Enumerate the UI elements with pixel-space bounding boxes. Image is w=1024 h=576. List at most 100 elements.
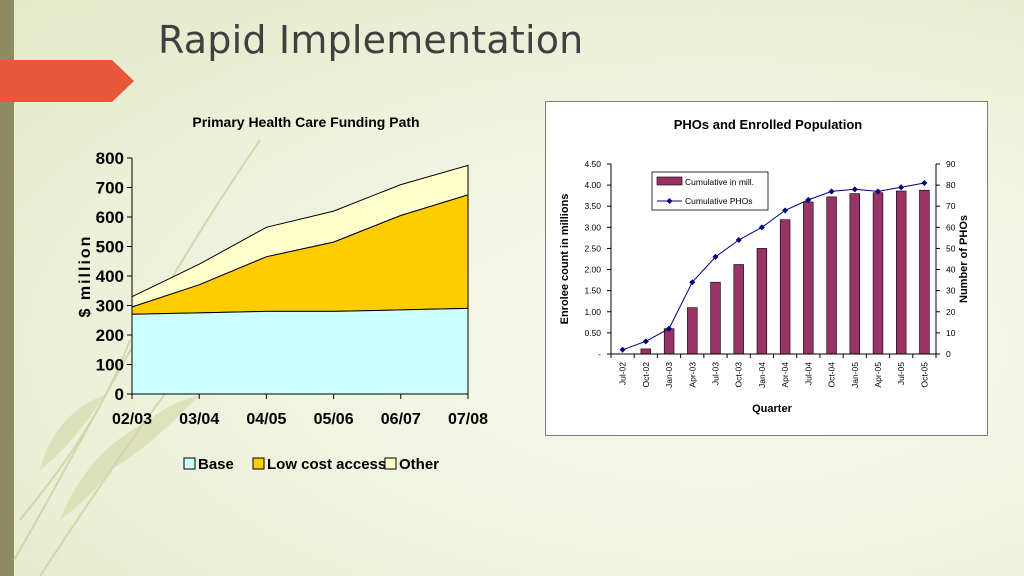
pho-count-point — [851, 186, 858, 193]
right-right-tick-label: 50 — [946, 243, 956, 253]
pho-count-point — [898, 184, 905, 191]
right-right-tick-label: 30 — [946, 286, 956, 296]
right-chart-title: PHOs and Enrolled Population — [674, 117, 863, 132]
pho-count-point — [666, 325, 673, 332]
enrolee-bar — [687, 307, 698, 355]
right-x-tick-label: Jul-04 — [803, 362, 813, 385]
pho-count-point — [782, 207, 789, 214]
right-x-tick-label: Oct-03 — [734, 362, 744, 388]
accent-arrow-shape — [0, 60, 134, 102]
area-series-1 — [131, 194, 469, 315]
pho-count-point — [642, 338, 649, 345]
pho-count-point — [735, 237, 742, 243]
right-x-tick-label: Apr-05 — [873, 362, 883, 388]
right-left-tick-label: 4.00 — [584, 180, 601, 190]
right-right-tick-label: 10 — [946, 328, 956, 338]
right-y2-axis-label: Number of PHOs — [958, 215, 970, 303]
enrolee-bar — [849, 193, 860, 355]
enrolee-bar — [733, 264, 744, 355]
left-x-tick-label: 04/05 — [246, 411, 286, 428]
right-left-tick-label: 3.50 — [584, 201, 601, 211]
left-y-tick-label: 800 — [96, 149, 124, 168]
left-legend-swatch-0 — [183, 457, 196, 470]
pho-count-line — [622, 182, 925, 351]
right-x-tick-label: Oct-05 — [919, 362, 929, 388]
phos-chart-panel: PHOs and Enrolled Population - 0.50 1.00 1.5… — [545, 101, 988, 436]
right-legend-swatch-marker — [666, 198, 673, 204]
right-right-tick-label: 80 — [946, 180, 956, 190]
right-x-tick-label: Jul-02 — [618, 362, 628, 385]
left-legend-label-1: Low cost access — [267, 456, 386, 473]
pho-count-point — [619, 346, 626, 353]
right-x-tick-label: Apr-04 — [780, 362, 790, 388]
left-legend-swatch-2 — [384, 457, 397, 470]
right-left-tick-label: 4.50 — [584, 159, 601, 169]
left-legend-swatch-1 — [252, 457, 265, 470]
left-y-tick-label: 400 — [96, 267, 124, 286]
right-left-tick-label: 0.50 — [584, 328, 601, 338]
right-x-tick-label: Jan-05 — [850, 362, 860, 388]
left-x-tick-label: 06/07 — [381, 411, 421, 428]
left-y-tick-label: 0 — [115, 385, 124, 404]
pho-count-point — [921, 180, 928, 186]
right-left-tick-label: 1.50 — [584, 286, 601, 296]
enrolee-bar — [640, 348, 652, 355]
left-y-tick-label: 700 — [96, 179, 124, 198]
left-chart-title: Primary Health Care Funding Path — [192, 114, 419, 130]
enrolee-bar — [826, 196, 837, 355]
right-x-axis-label: Quarter — [752, 403, 792, 415]
enrolee-bar — [919, 189, 930, 355]
right-x-tick-label: Jul-05 — [896, 362, 906, 385]
phos-enrolled-chart: PHOs and Enrolled Population - 0.50 1.00 1.5… — [559, 117, 970, 415]
pho-count-point — [689, 279, 696, 286]
left-y-tick-label: 500 — [96, 238, 124, 257]
right-left-tick-label: 2.00 — [584, 265, 601, 275]
right-y-axis-label: Enrolee count in millions — [559, 194, 571, 325]
right-left-tick-label: 1.00 — [584, 307, 601, 317]
right-x-tick-label: Jan-04 — [757, 362, 767, 388]
right-x-tick-label: Jul-03 — [711, 362, 721, 385]
enrolee-bar — [710, 281, 721, 355]
enrolee-bar — [779, 219, 791, 355]
right-right-tick-label: 40 — [946, 265, 956, 275]
right-x-tick-label: Apr-03 — [687, 362, 697, 388]
pho-count-point — [758, 224, 765, 231]
title-accent-arrow — [0, 60, 134, 102]
right-right-tick-label: 90 — [946, 159, 956, 169]
right-legend-label-line: Cumulative PHOs — [685, 196, 753, 206]
left-x-tick-label: 03/04 — [179, 411, 219, 428]
right-right-tick-label: 60 — [946, 222, 956, 232]
left-legend-label-0: Base — [198, 456, 234, 473]
enrolee-bar — [872, 192, 884, 355]
pho-count-point — [874, 188, 881, 195]
left-y-tick-label: 600 — [96, 208, 124, 227]
right-legend-swatch-bar — [656, 176, 683, 186]
enrolee-bar — [756, 248, 768, 355]
funding-path-chart: Primary Health Care Funding Path 0 100 200 3… — [77, 114, 488, 473]
area-series-0 — [131, 307, 469, 395]
left-y-tick-label: 100 — [96, 356, 124, 375]
left-x-tick-label: 05/06 — [314, 411, 354, 428]
right-left-tick-label: 3.00 — [584, 222, 601, 232]
enrolee-bar — [663, 328, 675, 355]
pho-count-point — [712, 253, 719, 260]
right-legend-label-bar: Cumulative in mill. — [685, 177, 754, 187]
left-accent-bar — [0, 0, 14, 576]
enrolee-bar — [803, 201, 814, 355]
right-left-tick-label: - — [598, 349, 601, 359]
right-x-tick-label: Oct-04 — [827, 362, 837, 388]
left-x-tick-label: 07/08 — [448, 411, 488, 428]
left-legend-label-2: Other — [399, 456, 439, 473]
right-right-tick-label: 70 — [946, 201, 956, 211]
left-y-axis-label: $ million — [77, 235, 94, 318]
right-x-tick-label: Jan-03 — [664, 362, 674, 388]
right-x-tick-label: Oct-02 — [641, 362, 651, 388]
pho-count-point — [828, 188, 835, 195]
left-y-tick-label: 300 — [96, 297, 124, 316]
slide-title: Rapid Implementation — [158, 18, 584, 62]
right-right-tick-label: 20 — [946, 307, 956, 317]
right-left-tick-label: 2.50 — [584, 243, 601, 253]
pho-count-point — [805, 196, 812, 203]
left-x-tick-label: 02/03 — [112, 411, 152, 428]
enrolee-bar — [895, 190, 907, 355]
